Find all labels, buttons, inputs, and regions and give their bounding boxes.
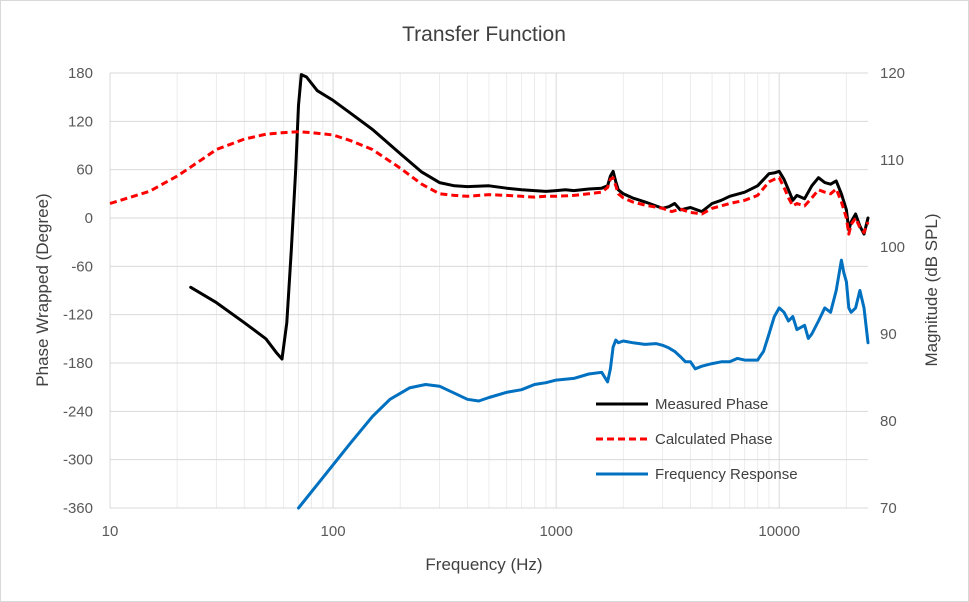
- y-tick-label: 0: [85, 210, 93, 227]
- x-tick-label: 100: [321, 523, 346, 540]
- y2-tick-label: 120: [880, 65, 905, 82]
- series-line-calculated-phase: [109, 130, 870, 236]
- legend-label-frequency-response: Frequency Response: [655, 466, 798, 483]
- y-tick-label: 180: [68, 65, 93, 82]
- legend: Measured Phase Calculated Phase Frequenc…: [596, 396, 798, 483]
- tick-labels: 10 100 1000 10000 180 120 60 0 -60 -120 -180 -240 -3…: [63, 65, 905, 540]
- y-tick-label: 60: [76, 162, 93, 179]
- y2-axis-title: Magnitude (dB SPL): [922, 213, 941, 366]
- y-tick-label: 120: [68, 113, 93, 130]
- x-tick-label: 10: [102, 523, 119, 540]
- y-tick-label: -120: [63, 307, 93, 324]
- y2-tick-label: 70: [880, 500, 897, 517]
- y-tick-label: -360: [63, 500, 93, 517]
- y-tick-label: -180: [63, 355, 93, 372]
- y-tick-label: -60: [71, 258, 93, 275]
- y2-tick-label: 80: [880, 413, 897, 430]
- y-tick-label: -300: [63, 452, 93, 469]
- x-tick-label: 1000: [539, 523, 572, 540]
- y2-tick-label: 90: [880, 326, 897, 343]
- y-tick-label: -240: [63, 403, 93, 420]
- y-axis-title: Phase Wrapped (Degree): [33, 193, 52, 386]
- series-layer: [109, 73, 870, 510]
- legend-label-measured-phase: Measured Phase: [655, 396, 768, 413]
- y2-tick-label: 110: [880, 152, 904, 169]
- chart-title: Transfer Function: [402, 23, 566, 46]
- major-gridlines: [109, 72, 868, 509]
- x-axis-title: Frequency (Hz): [425, 555, 542, 574]
- legend-label-calculated-phase: Calculated Phase: [655, 431, 773, 448]
- series-line-frequency-response: [297, 258, 870, 510]
- x-tick-label: 10000: [758, 523, 800, 540]
- series-line-measured-phase: [189, 73, 870, 361]
- y2-tick-label: 100: [880, 239, 905, 256]
